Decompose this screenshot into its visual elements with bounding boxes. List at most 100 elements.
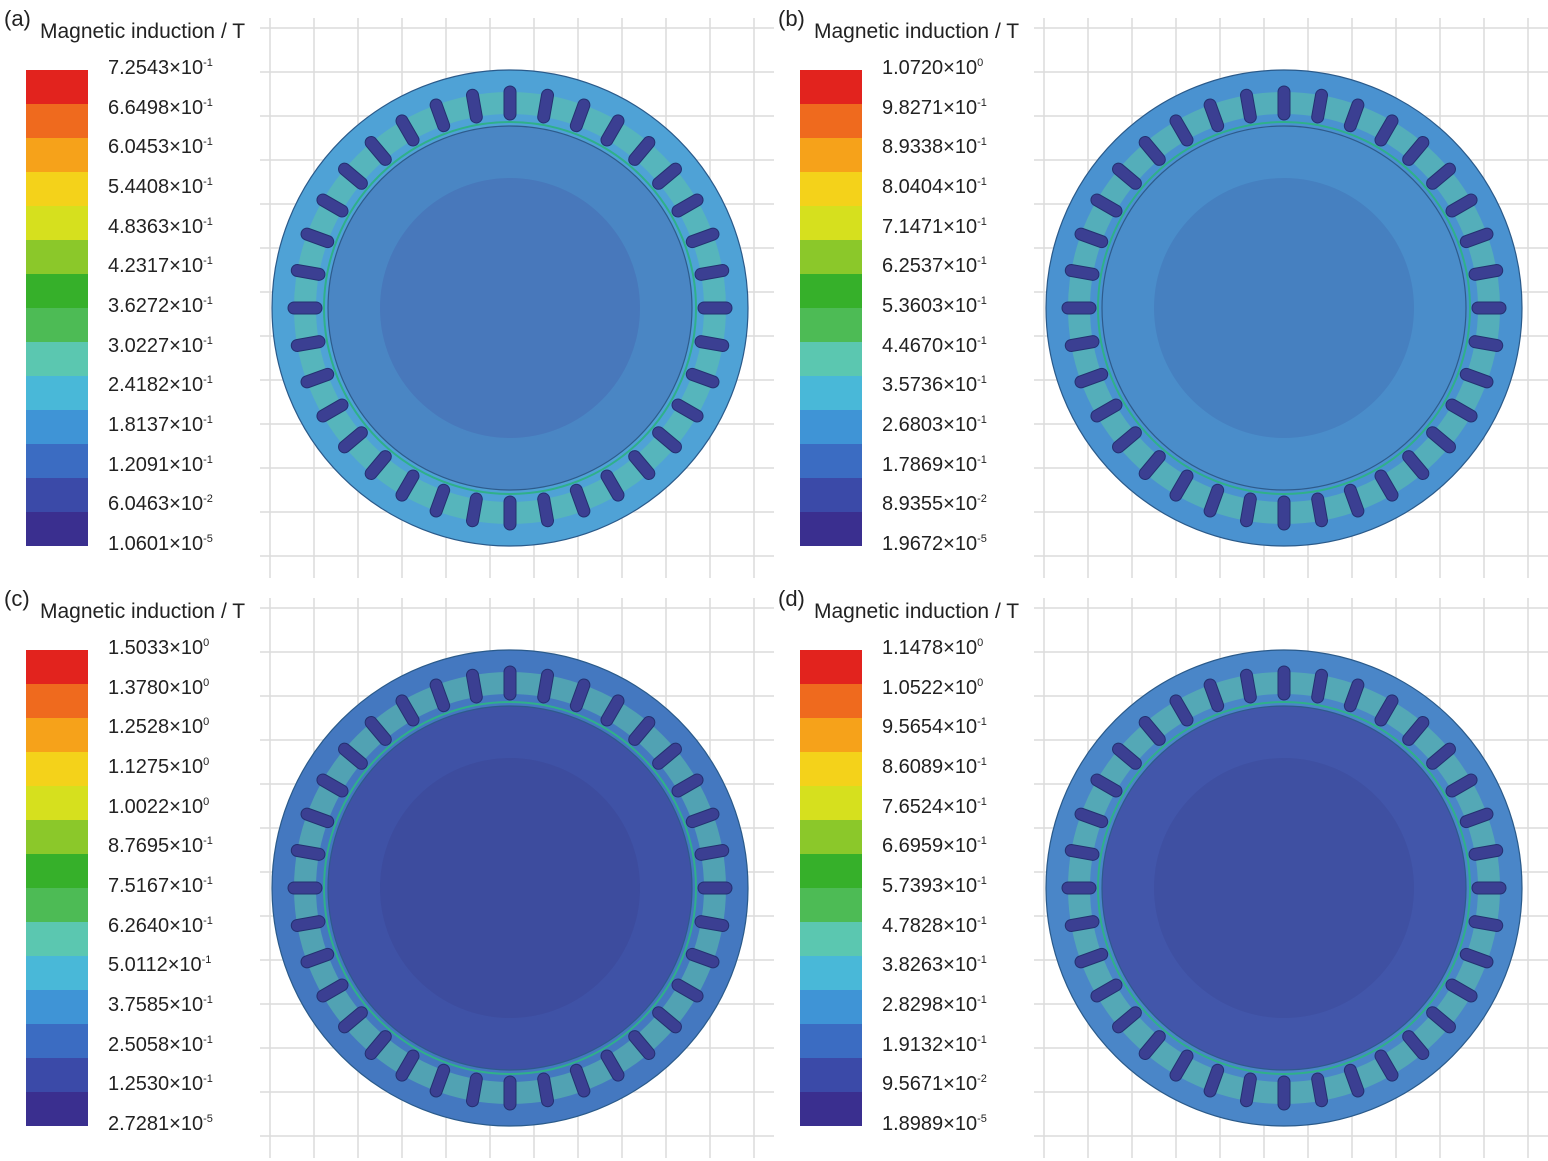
motor-cross-section [260, 598, 774, 1158]
colorbar-band [26, 274, 88, 309]
colorbar-tick-label: 1.1478×100 [882, 637, 984, 659]
colorbar-band [800, 1024, 862, 1059]
stator-slot [465, 88, 483, 124]
stator-slot [1277, 85, 1291, 121]
stator-slot [429, 483, 451, 518]
stator-slot [1426, 426, 1456, 454]
stator-slot [1445, 398, 1478, 423]
stator-slot [1138, 450, 1166, 480]
motor-cross-section [1034, 598, 1548, 1158]
colorbar-band [800, 718, 862, 753]
stator-slot [1090, 978, 1123, 1003]
colorbar-tick-label: 8.7695×10-1 [108, 835, 213, 858]
stator-slot [1203, 483, 1225, 518]
colorbar-band [800, 342, 862, 377]
stator-slots [1061, 85, 1507, 531]
stator-slot [671, 193, 704, 218]
colorbar-tick-labels: 1.1478×100 1.0522×100 9.5654×10-1 8.6089×10… [882, 638, 1042, 1138]
stator-slot [1138, 716, 1166, 746]
stator-slot [1426, 742, 1456, 770]
colorbar-tick-label: 9.5671×10-2 [882, 1073, 987, 1096]
colorbar-tick-label: 5.7393×10-1 [882, 875, 987, 897]
colorbar-band [800, 70, 862, 105]
stator-slot [628, 450, 656, 480]
stator-slot [1061, 301, 1097, 315]
stator-slot [1112, 162, 1142, 190]
colorbar-tick-label: 5.3603×10-1 [882, 295, 987, 317]
stator-slot [1445, 773, 1478, 798]
colorbar-band [26, 342, 88, 377]
colorbar-band [800, 478, 862, 513]
stator-slot [1074, 367, 1109, 389]
colorbar [26, 70, 88, 546]
stator-slot [537, 492, 555, 528]
stator-slot [1169, 114, 1194, 147]
air-gap [1097, 701, 1471, 1075]
stator-slot [1239, 88, 1257, 124]
colorbar-tick-label: 6.6959×10-1 [882, 835, 987, 858]
colorbar-band [800, 684, 862, 719]
rotor-core [380, 178, 640, 438]
stator-slots [287, 85, 733, 531]
colorbar-tick-label: 8.0404×10-1 [882, 176, 987, 198]
stator-slot [429, 678, 451, 713]
rotor-core [380, 758, 640, 1018]
stator-slot [652, 742, 682, 770]
colorbar-tick-label: 6.6498×10-1 [108, 96, 213, 119]
stator-slot [1074, 807, 1109, 829]
colorbar-tick-label: 2.8298×10-1 [882, 994, 987, 1016]
stator-slot [338, 426, 368, 454]
colorbar-band [26, 990, 88, 1025]
colorbar-tick-label: 4.7828×10-1 [882, 914, 987, 937]
stator-slot [300, 367, 335, 389]
stator-slot [316, 398, 349, 423]
stator-slot [300, 227, 335, 249]
colorbar-tick-label: 1.8989×10-5 [882, 1113, 987, 1135]
rotor-core [1154, 758, 1414, 1018]
air-gap [323, 121, 697, 495]
stator-slot [316, 773, 349, 798]
colorbar-band [26, 70, 88, 105]
colorbar [800, 70, 862, 546]
stator-slot [465, 668, 483, 704]
colorbar-band [800, 444, 862, 479]
colorbar-band [26, 308, 88, 343]
panel-d: (d) Magnetic induction / T 1.1478×100 1.0… [774, 580, 1548, 1160]
colorbar-band [800, 274, 862, 309]
colorbar-tick-label: 1.1275×100 [108, 756, 210, 778]
colorbar-tick-label: 1.8137×10-1 [108, 414, 213, 436]
stator-slot [671, 978, 704, 1003]
stator-slot [1402, 450, 1430, 480]
stator-slot [1402, 716, 1430, 746]
stator-slot [338, 742, 368, 770]
colorbar-band [800, 138, 862, 173]
colorbar-band [26, 922, 88, 957]
stator-slot [338, 162, 368, 190]
stator-slot [1169, 694, 1194, 727]
stator-slot [628, 716, 656, 746]
motor-cross-section [260, 18, 774, 578]
colorbar [26, 650, 88, 1126]
colorbar-tick-label: 2.7281×10-5 [108, 1113, 213, 1135]
colorbar-band [800, 922, 862, 957]
stator-slots [1061, 665, 1507, 1111]
colorbar-tick-label: 6.2537×10-1 [882, 255, 987, 278]
stator-slot [600, 694, 625, 727]
stator-slot [1374, 469, 1399, 502]
stator-slot [395, 694, 420, 727]
stator-slot [697, 301, 733, 315]
colorbar-tick-label: 1.0022×100 [108, 795, 210, 818]
colorbar-band [26, 1058, 88, 1093]
legend-title: Magnetic induction / T [814, 600, 1020, 623]
colorbar-tick-label: 7.2543×10-1 [108, 57, 213, 79]
stator-slot [1090, 193, 1123, 218]
stator-slot [1061, 881, 1097, 895]
stator-slot [364, 136, 392, 166]
legend-title: Magnetic induction / T [40, 600, 246, 623]
stator-slot [697, 881, 733, 895]
colorbar [800, 650, 862, 1126]
stator-slot [1468, 335, 1504, 353]
colorbar-band [26, 172, 88, 207]
colorbar-tick-label: 1.0720×100 [882, 57, 984, 79]
colorbar-tick-label: 4.2317×10-1 [108, 255, 213, 278]
